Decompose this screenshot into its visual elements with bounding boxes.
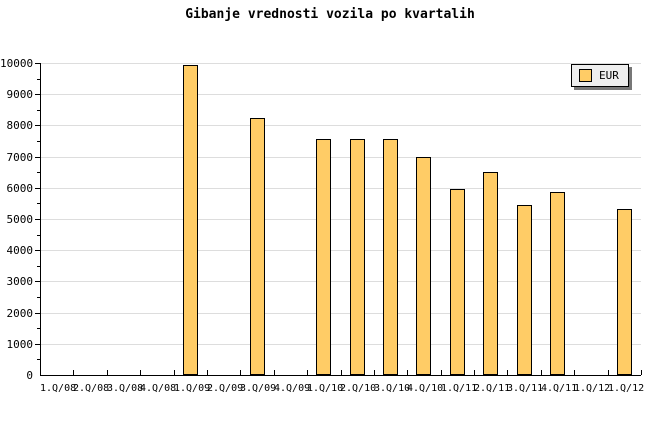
x-tick-17 bbox=[607, 370, 609, 375]
x-axis-label: 2.Q/10 bbox=[340, 383, 377, 394]
x-tick-11 bbox=[407, 370, 409, 375]
bar-1.Q/09 bbox=[183, 65, 198, 375]
y-major-tick-2000 bbox=[35, 312, 40, 314]
y-major-tick-5000 bbox=[35, 219, 40, 220]
bar-2.Q/11 bbox=[483, 172, 498, 375]
y-tick-label: 4000 bbox=[6, 244, 34, 258]
x-tick-15 bbox=[540, 370, 542, 375]
x-axis-label: 4.Q/10 bbox=[407, 383, 444, 394]
y-minor-tick-2500 bbox=[37, 297, 40, 298]
x-tick-16 bbox=[574, 370, 576, 375]
chart-title: Gibanje vrednosti vozila po kvartalih bbox=[185, 7, 475, 22]
bar-4.Q/11 bbox=[550, 192, 565, 375]
y-minor-tick-7500 bbox=[37, 141, 40, 142]
gridline-y-2000 bbox=[40, 312, 641, 314]
y-axis bbox=[40, 63, 41, 376]
bar-2.Q/10 bbox=[350, 139, 365, 375]
y-tick-label: 2000 bbox=[6, 306, 34, 320]
x-axis-label: 2.Q/09 bbox=[207, 383, 244, 394]
x-axis-label: 2.Q/08 bbox=[73, 383, 110, 394]
gridline-y-7000 bbox=[40, 156, 641, 158]
bar-1.Q/10 bbox=[316, 139, 331, 375]
x-tick-13 bbox=[474, 370, 476, 375]
x-axis-label: 4.Q/11 bbox=[541, 383, 578, 394]
gridline-y-1000 bbox=[40, 343, 641, 345]
x-tick-18 bbox=[641, 370, 642, 375]
legend-swatch bbox=[579, 69, 592, 82]
y-tick-label: 0 bbox=[26, 369, 33, 382]
legend-label: EUR bbox=[599, 68, 619, 82]
y-major-tick-3000 bbox=[35, 281, 40, 283]
y-tick-label: 5000 bbox=[6, 213, 34, 226]
bar-3.Q/11 bbox=[517, 205, 532, 375]
x-axis-label: 1.Q/08 bbox=[40, 383, 77, 394]
y-minor-tick-8500 bbox=[37, 109, 40, 111]
bar-1.Q/12 bbox=[617, 209, 632, 375]
y-minor-tick-9500 bbox=[37, 78, 40, 80]
x-axis-label: 3.Q/08 bbox=[107, 383, 144, 394]
y-tick-label: 3000 bbox=[6, 275, 34, 289]
x-axis-label: 1.Q/11 bbox=[441, 383, 478, 394]
y-tick-label: 1000 bbox=[6, 337, 34, 351]
bar-1.Q/11 bbox=[450, 189, 465, 375]
y-major-tick-4000 bbox=[35, 250, 40, 252]
x-tick-10 bbox=[373, 370, 375, 375]
gridline-y-8000 bbox=[40, 125, 641, 127]
y-tick-label: 8000 bbox=[6, 119, 34, 133]
x-axis-label: 1.Q/09 bbox=[174, 383, 211, 394]
x-tick-6 bbox=[240, 370, 242, 375]
gridline-y-9000 bbox=[40, 94, 641, 96]
x-axis-label: 1.Q/12 bbox=[574, 383, 611, 394]
y-major-tick-10000 bbox=[35, 63, 40, 64]
gridline-y-5000 bbox=[40, 219, 641, 220]
x-tick-3 bbox=[140, 370, 142, 375]
x-axis-label: 3.Q/11 bbox=[507, 383, 544, 394]
y-minor-tick-6500 bbox=[37, 172, 40, 174]
gridline-y-3000 bbox=[40, 281, 641, 283]
bar-4.Q/10 bbox=[416, 157, 431, 375]
gridline-y-10000 bbox=[40, 63, 641, 64]
y-minor-tick-5500 bbox=[37, 203, 40, 205]
x-axis-label: 4.Q/08 bbox=[140, 383, 177, 394]
x-tick-14 bbox=[507, 370, 509, 375]
x-axis-label: 3.Q/09 bbox=[240, 383, 277, 394]
y-tick-label: 9000 bbox=[6, 88, 34, 102]
y-major-tick-9000 bbox=[35, 94, 40, 96]
x-tick-9 bbox=[340, 370, 342, 375]
gridline-y-4000 bbox=[40, 250, 641, 252]
gridline-y-6000 bbox=[40, 187, 641, 189]
x-axis bbox=[40, 375, 641, 376]
y-minor-tick-4500 bbox=[37, 234, 40, 236]
y-tick-label: 6000 bbox=[6, 181, 34, 195]
y-major-tick-1000 bbox=[35, 343, 40, 345]
x-tick-2 bbox=[106, 370, 108, 375]
y-tick-label: 10000 bbox=[0, 57, 34, 70]
x-axis-label: 2.Q/11 bbox=[474, 383, 511, 394]
x-tick-7 bbox=[273, 370, 275, 375]
y-minor-tick-500 bbox=[37, 359, 40, 361]
bar-3.Q/10 bbox=[383, 139, 398, 375]
x-axis-label: 1.Q/10 bbox=[307, 383, 344, 394]
x-tick-12 bbox=[440, 370, 442, 375]
y-tick-label: 7000 bbox=[6, 150, 34, 164]
x-tick-4 bbox=[173, 370, 175, 375]
y-major-tick-6000 bbox=[35, 187, 40, 189]
x-tick-1 bbox=[73, 370, 75, 375]
y-minor-tick-3500 bbox=[37, 265, 40, 267]
x-tick-5 bbox=[206, 370, 208, 375]
x-tick-8 bbox=[307, 370, 309, 375]
y-major-tick-7000 bbox=[35, 156, 40, 158]
bar-3.Q/09 bbox=[250, 118, 265, 375]
y-minor-tick-1500 bbox=[37, 328, 40, 330]
x-axis-label: 3.Q/10 bbox=[374, 383, 411, 394]
legend: EUR bbox=[571, 64, 629, 87]
x-axis-label: 1.Q/12 bbox=[608, 383, 645, 394]
x-axis-label: 4.Q/09 bbox=[274, 383, 311, 394]
y-major-tick-8000 bbox=[35, 125, 40, 127]
